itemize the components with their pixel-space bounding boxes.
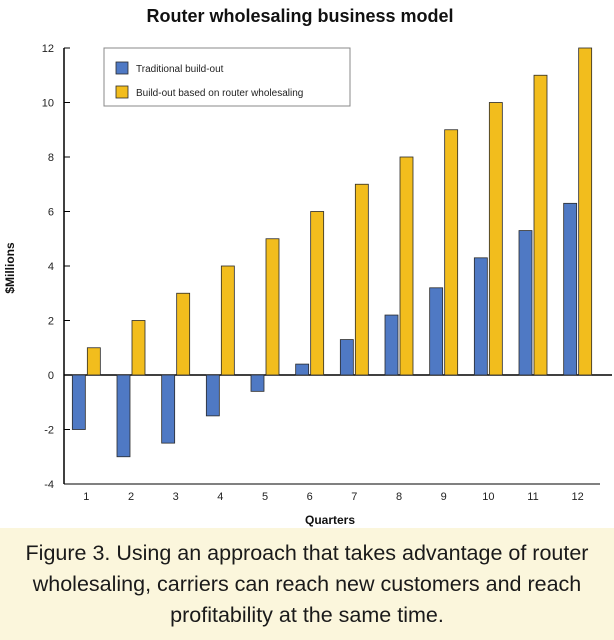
y-tick-label: -4: [44, 479, 54, 491]
y-tick-label: 2: [48, 316, 54, 328]
y-tick-label: 0: [48, 370, 54, 382]
bar-traditional: [339, 339, 354, 376]
bar-wholesaling: [131, 320, 146, 376]
bar-wholesaling: [399, 156, 414, 376]
bar-traditional: [116, 374, 131, 458]
chart-bars: [71, 47, 593, 458]
x-tick-label: 11: [527, 491, 538, 503]
y-tick-label: 10: [42, 98, 54, 110]
y-tick-label: 8: [48, 152, 54, 164]
bar-wholesaling: [176, 292, 191, 376]
y-tick-label: 4: [48, 261, 54, 273]
x-tick-label: 10: [482, 491, 494, 503]
bar-traditional: [295, 363, 310, 376]
figure-caption-box: Figure 3. Using an approach that takes a…: [0, 528, 614, 640]
bar-wholesaling: [488, 102, 503, 376]
x-tick-label: 5: [262, 491, 268, 503]
chart-legend: Traditional build-out Build-out based on …: [103, 47, 351, 107]
bar-traditional: [429, 287, 444, 376]
x-tick-label: 8: [396, 491, 402, 503]
bar-wholesaling: [444, 129, 459, 376]
figure-caption: Figure 3. Using an approach that takes a…: [25, 541, 589, 627]
chart: Router wholesaling business model -4 -2 0 2…: [3, 6, 612, 527]
bar-wholesaling: [220, 265, 235, 376]
y-axis-label: $Millions: [3, 242, 17, 294]
x-tick-label: 2: [128, 491, 134, 503]
x-tick-label: 3: [173, 491, 179, 503]
bar-traditional: [563, 202, 578, 376]
x-tick-label: 4: [217, 491, 223, 503]
y-tick-label: 6: [48, 207, 54, 219]
bar-wholesaling: [310, 211, 325, 376]
bar-wholesaling: [265, 238, 280, 376]
x-tick-label: 1: [83, 491, 89, 503]
x-tick-label: 12: [572, 491, 584, 503]
bar-wholesaling: [578, 47, 593, 376]
x-axis-label: Quarters: [305, 513, 355, 527]
x-tick-label: 6: [307, 491, 313, 503]
legend-swatch: [115, 61, 129, 75]
legend-label: Build-out based on router wholesaling: [136, 88, 303, 99]
y-tick-label: -2: [44, 425, 54, 437]
bar-wholesaling: [354, 183, 369, 376]
bar-traditional: [473, 257, 488, 376]
bar-traditional: [250, 374, 265, 392]
x-tick-label: 9: [441, 491, 447, 503]
legend-swatch: [115, 85, 129, 99]
legend-box: [103, 47, 351, 107]
bar-traditional: [71, 374, 86, 430]
chart-title: Router wholesaling business model: [146, 6, 453, 26]
bar-traditional: [161, 374, 176, 444]
bar-wholesaling: [86, 347, 101, 376]
bar-traditional: [384, 314, 399, 376]
bar-traditional: [518, 230, 533, 376]
y-tick-label: 12: [42, 43, 54, 55]
bar-traditional: [205, 374, 220, 417]
bar-wholesaling: [533, 74, 548, 376]
x-tick-label: 7: [351, 491, 357, 503]
legend-label: Traditional build-out: [136, 64, 224, 75]
